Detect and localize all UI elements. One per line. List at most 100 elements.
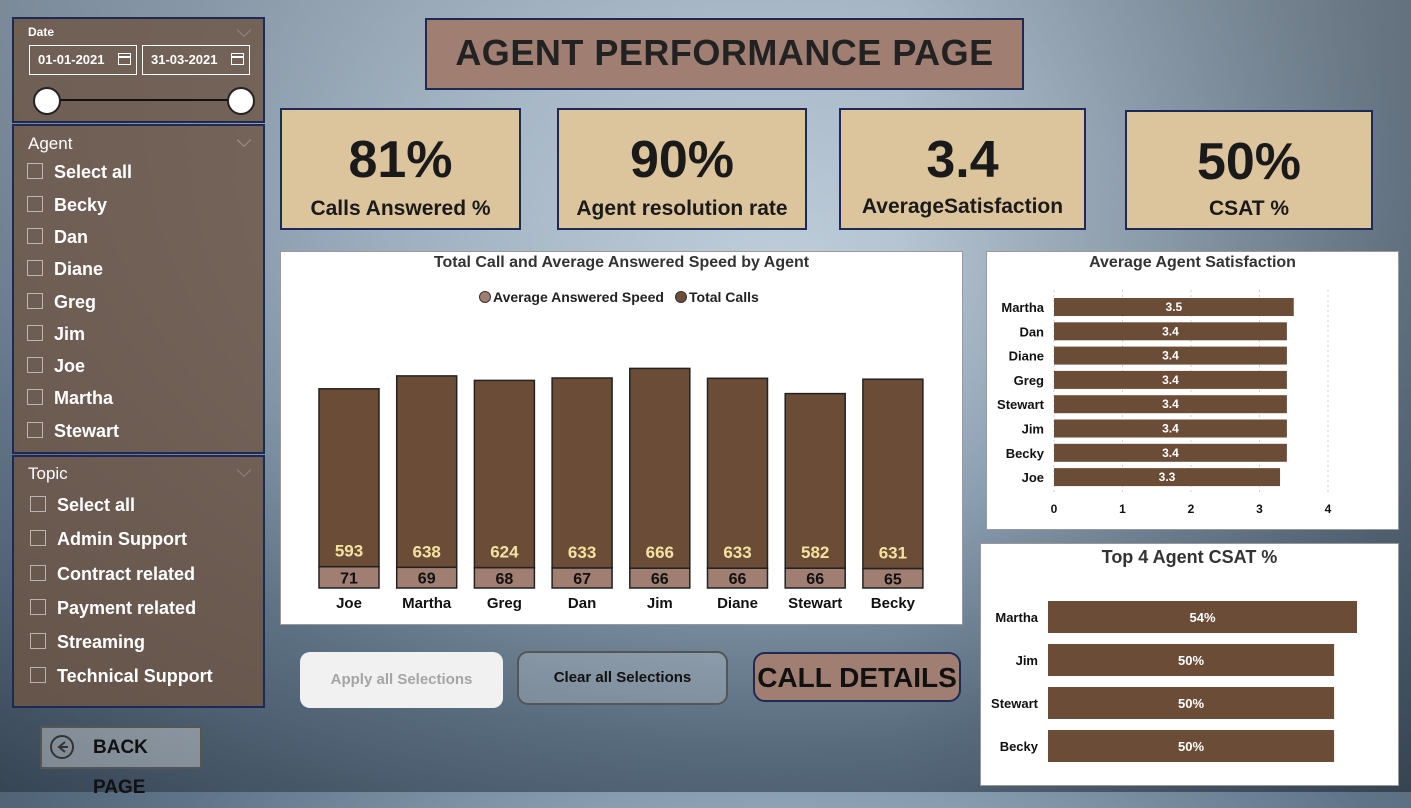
checkbox[interactable]	[27, 163, 43, 179]
legend-label-speed: Average Answered Speed	[493, 289, 664, 305]
chevron-down-icon[interactable]	[237, 133, 251, 147]
bar-total-calls	[319, 389, 379, 567]
data-label: 3.4	[1162, 422, 1179, 436]
agent-slicer-title: Agent	[28, 134, 72, 154]
x-tick-label: 0	[1051, 502, 1058, 516]
date-slicer[interactable]: Date 01-01-2021 31-03-2021	[12, 17, 265, 123]
x-tick-label: 1	[1119, 502, 1126, 516]
kpi-average-satisfaction: 3.4 AverageSatisfaction	[839, 108, 1086, 230]
data-label: 3.4	[1162, 373, 1179, 387]
y-tick-label: Becky	[1000, 739, 1039, 754]
agent-slicer: Agent Select all Becky Dan Diane Greg Ji…	[12, 124, 265, 454]
data-label-total: 633	[723, 543, 751, 562]
data-label-speed: 71	[340, 570, 358, 587]
clear-selections-button[interactable]: Clear all Selections	[517, 651, 728, 705]
data-label-total: 631	[879, 544, 907, 563]
kpi-csat: 50% CSAT %	[1125, 110, 1373, 230]
y-tick-label: Joe	[1022, 470, 1044, 485]
checkbox[interactable]	[27, 293, 43, 309]
back-page-button[interactable]: BACK PAGE	[40, 726, 202, 769]
legend-marker-speed	[480, 292, 491, 303]
bar-total-calls	[785, 394, 845, 569]
x-tick-label: Diane	[717, 595, 758, 612]
checkbox[interactable]	[27, 260, 43, 276]
start-date-input[interactable]: 01-01-2021	[29, 45, 137, 75]
data-label-total: 624	[490, 543, 519, 562]
bar-total-calls	[630, 368, 690, 568]
data-label-speed: 66	[651, 571, 669, 588]
chevron-down-icon[interactable]	[237, 463, 251, 477]
y-tick-label: Becky	[1006, 446, 1045, 461]
checkbox[interactable]	[27, 357, 43, 373]
checkbox[interactable]	[27, 422, 43, 438]
checkbox[interactable]	[30, 667, 46, 683]
start-date-value: 01-01-2021	[38, 52, 105, 67]
calendar-icon[interactable]	[231, 53, 244, 65]
y-tick-label: Jim	[1016, 653, 1038, 668]
checkbox[interactable]	[30, 496, 46, 512]
kpi-label: CSAT %	[1127, 194, 1371, 224]
chevron-down-icon[interactable]	[237, 23, 251, 37]
data-label: 54%	[1189, 610, 1215, 625]
csat-chart-svg: 54%Martha50%Jim50%Stewart50%Becky	[981, 544, 1400, 787]
y-tick-label: Jim	[1022, 422, 1044, 437]
y-tick-label: Martha	[995, 610, 1038, 625]
apply-selections-button[interactable]: Apply all Selections	[300, 652, 503, 708]
satisfaction-chart-svg: 0 1 2 3 43.5Martha3.4Dan3.4Diane3.4Greg3.4St…	[987, 252, 1400, 531]
data-label-speed: 65	[884, 571, 902, 588]
kpi-value: 81%	[282, 132, 519, 188]
back-page-label: BACK PAGE	[93, 737, 148, 798]
data-label: 3.3	[1159, 470, 1176, 484]
call-details-button[interactable]: CALL DETAILS	[753, 652, 961, 702]
bar-total-calls	[863, 379, 923, 568]
checkbox[interactable]	[27, 228, 43, 244]
checkbox[interactable]	[27, 325, 43, 341]
data-label: 3.4	[1162, 324, 1179, 338]
data-label-total: 582	[801, 543, 829, 562]
data-label-speed: 69	[418, 571, 436, 588]
checkbox[interactable]	[27, 196, 43, 212]
legend-label-total: Total Calls	[689, 289, 759, 305]
bar-total-calls	[708, 378, 768, 568]
checkbox[interactable]	[30, 530, 46, 546]
data-label-speed: 68	[496, 571, 514, 588]
data-label: 50%	[1178, 739, 1204, 754]
data-label: 50%	[1178, 653, 1204, 668]
csat-chart: Top 4 Agent CSAT % 54% Martha 50% Jim 50% Ste…	[980, 543, 1399, 786]
x-tick-label: Joe	[336, 595, 362, 612]
bar-total-calls	[397, 376, 457, 567]
date-slicer-title: Date	[28, 25, 54, 39]
kpi-calls-answered: 81% Calls Answered %	[280, 108, 521, 230]
checkbox[interactable]	[27, 389, 43, 405]
data-label: 3.4	[1162, 349, 1179, 363]
data-label-total: 593	[335, 542, 363, 561]
data-label-total: 638	[413, 542, 441, 561]
x-tick-label: 4	[1325, 502, 1332, 516]
satisfaction-chart: Average Agent Satisfaction 0 1 2 3 4 3.5 Marth…	[986, 251, 1399, 530]
checkbox[interactable]	[30, 633, 46, 649]
data-label-speed: 66	[806, 571, 824, 588]
end-date-input[interactable]: 31-03-2021	[142, 45, 250, 75]
calendar-icon[interactable]	[118, 53, 131, 65]
data-label-speed: 66	[729, 571, 747, 588]
legend-marker-total	[676, 292, 687, 303]
y-tick-label: Martha	[1001, 300, 1044, 315]
back-arrow-icon	[50, 735, 74, 759]
date-range-track[interactable]	[46, 99, 240, 101]
x-tick-label: Dan	[568, 595, 596, 612]
kpi-value: 50%	[1127, 134, 1371, 190]
checkbox[interactable]	[30, 599, 46, 615]
checkbox[interactable]	[30, 565, 46, 581]
date-range-start-handle[interactable]	[33, 87, 61, 115]
topic-slicer-title: Topic	[28, 464, 68, 484]
data-label: 3.4	[1162, 397, 1179, 411]
data-label: 3.5	[1166, 300, 1183, 314]
data-label-speed: 67	[573, 571, 591, 588]
end-date-value: 31-03-2021	[151, 52, 218, 67]
date-range-end-handle[interactable]	[227, 87, 255, 115]
calls-speed-chart: Total Call and Average Answered Speed by…	[280, 251, 963, 625]
y-tick-label: Greg	[1014, 373, 1044, 388]
data-label-total: 666	[646, 543, 674, 562]
x-tick-label: Stewart	[788, 595, 842, 612]
calls-speed-chart-svg: Average Answered Speed Total Calls 71 593 Jo…	[281, 252, 964, 626]
